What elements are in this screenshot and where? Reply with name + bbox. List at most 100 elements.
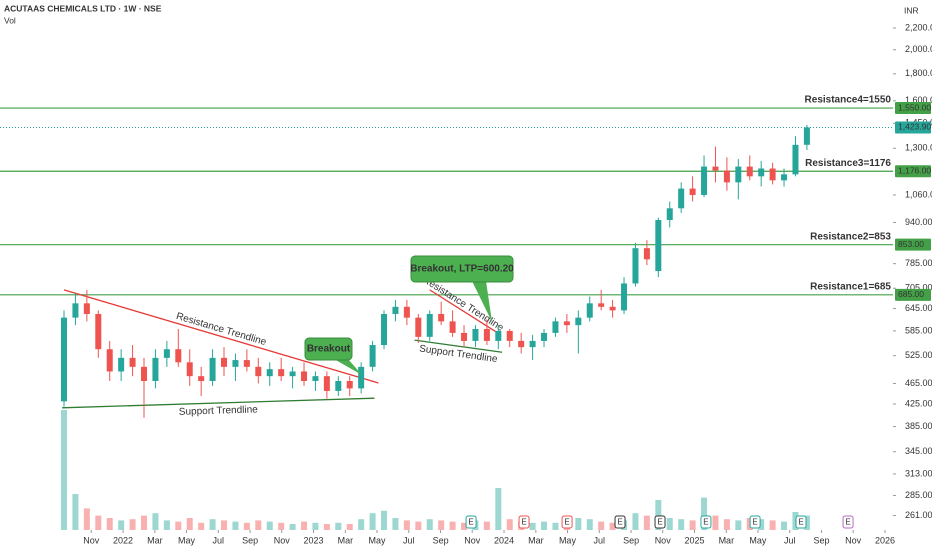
price-box-label: 1,423.90 [898, 122, 931, 132]
y-tick-label: 525.00 [905, 350, 932, 360]
candle-body [575, 317, 582, 326]
candle-body [723, 170, 730, 183]
event-icon [749, 515, 761, 529]
volume-bar [758, 519, 765, 530]
candle-body [129, 357, 136, 367]
volume-bar [552, 522, 559, 530]
candle-body [781, 174, 788, 181]
y-tick-label: 1,300.00 [905, 143, 932, 153]
x-tick-label: Nov [464, 535, 481, 545]
candle-body [289, 371, 296, 377]
event-label: E [703, 518, 708, 527]
volume-bar [163, 520, 170, 530]
candle-body [381, 313, 388, 346]
event-label: E [468, 518, 473, 527]
volume-bar [392, 518, 399, 530]
candle-body [186, 362, 193, 377]
trendline-label: Support Trendline [179, 404, 259, 417]
x-tick-label: Sep [814, 535, 830, 545]
volume-bar [323, 524, 330, 530]
candle-body [141, 366, 148, 381]
volume-bar [312, 522, 319, 530]
x-tick-label: Sep [623, 535, 639, 545]
volume-bar [243, 522, 250, 530]
candle-body [803, 127, 810, 145]
x-tick-label: Sep [242, 535, 258, 545]
candle-body [175, 349, 182, 363]
x-tick-label: Mar [147, 535, 163, 545]
volume-bar [232, 521, 239, 530]
event-label: E [564, 518, 569, 527]
volume-bar [609, 522, 616, 530]
volume-bar [643, 515, 650, 530]
candle-body [621, 283, 628, 311]
resistance-label: Resistance1=685 [810, 281, 891, 292]
price-box-label: 853.00 [898, 239, 924, 249]
volume-bar [426, 519, 433, 530]
candle-body [518, 340, 525, 348]
volume-bar [712, 515, 719, 530]
volume-bar [266, 521, 273, 530]
candle-body [495, 330, 502, 341]
y-tick-label: 313.00 [905, 468, 932, 478]
candle-body [358, 366, 365, 389]
event-label: E [617, 518, 622, 527]
volume-bar [209, 519, 216, 530]
candle-body [483, 328, 490, 341]
candle-body [769, 168, 776, 181]
x-tick-label: Sep [433, 535, 449, 545]
candle-body [701, 166, 708, 195]
price-box [895, 238, 931, 251]
candle-body [312, 376, 319, 381]
x-tick-label: 2022 [113, 535, 133, 545]
candle-body [541, 332, 548, 341]
volume-bar [803, 515, 810, 530]
x-tick-label: May [178, 535, 196, 545]
x-tick-label: 2026 [875, 535, 895, 545]
volume-bar [632, 513, 639, 530]
trendline [63, 289, 379, 384]
price-box [895, 288, 931, 301]
volume-bar [655, 500, 662, 530]
event-icon [700, 515, 712, 529]
price-box-label: 685.00 [898, 289, 924, 299]
x-tick-label: 2025 [684, 535, 704, 545]
candle-body [152, 357, 159, 381]
trendline [429, 289, 497, 333]
x-tick-label: Nov [274, 535, 291, 545]
candle-body [221, 357, 228, 367]
volume-bar [152, 513, 159, 530]
candle-body [323, 376, 330, 391]
resistance-label: Resistance4=1550 [805, 95, 892, 106]
resistance-label: Resistance3=1176 [805, 158, 891, 169]
volume-bar [346, 524, 353, 530]
candle-body [61, 317, 68, 402]
y-tick-label: 261.00 [905, 510, 932, 520]
volume-bar [289, 524, 296, 530]
candle-body [301, 371, 308, 381]
x-tick-label: Mar [719, 535, 735, 545]
volume-bar [723, 519, 730, 530]
volume-bar [701, 497, 708, 530]
candle-body [255, 366, 262, 377]
candle-body [95, 313, 102, 350]
event-label: E [657, 518, 662, 527]
volume-bar [198, 522, 205, 530]
volume-bar [666, 518, 673, 530]
candle-body [461, 332, 468, 341]
volume-bar [506, 519, 513, 530]
volume-bar [369, 513, 376, 530]
candle-body [266, 369, 273, 377]
volume-bar [358, 519, 365, 530]
x-tick-label: Mar [338, 535, 354, 545]
price-box [895, 102, 931, 115]
y-tick-label: 1,060.00 [905, 189, 932, 199]
candle-body [403, 306, 410, 318]
volume-bar [495, 488, 502, 530]
candle-body [552, 321, 559, 333]
volume-bar [141, 515, 148, 530]
y-tick-label: 1,800.00 [905, 68, 932, 78]
volume-bar [689, 520, 696, 530]
event-label: E [845, 518, 850, 527]
candle-body [449, 321, 456, 333]
